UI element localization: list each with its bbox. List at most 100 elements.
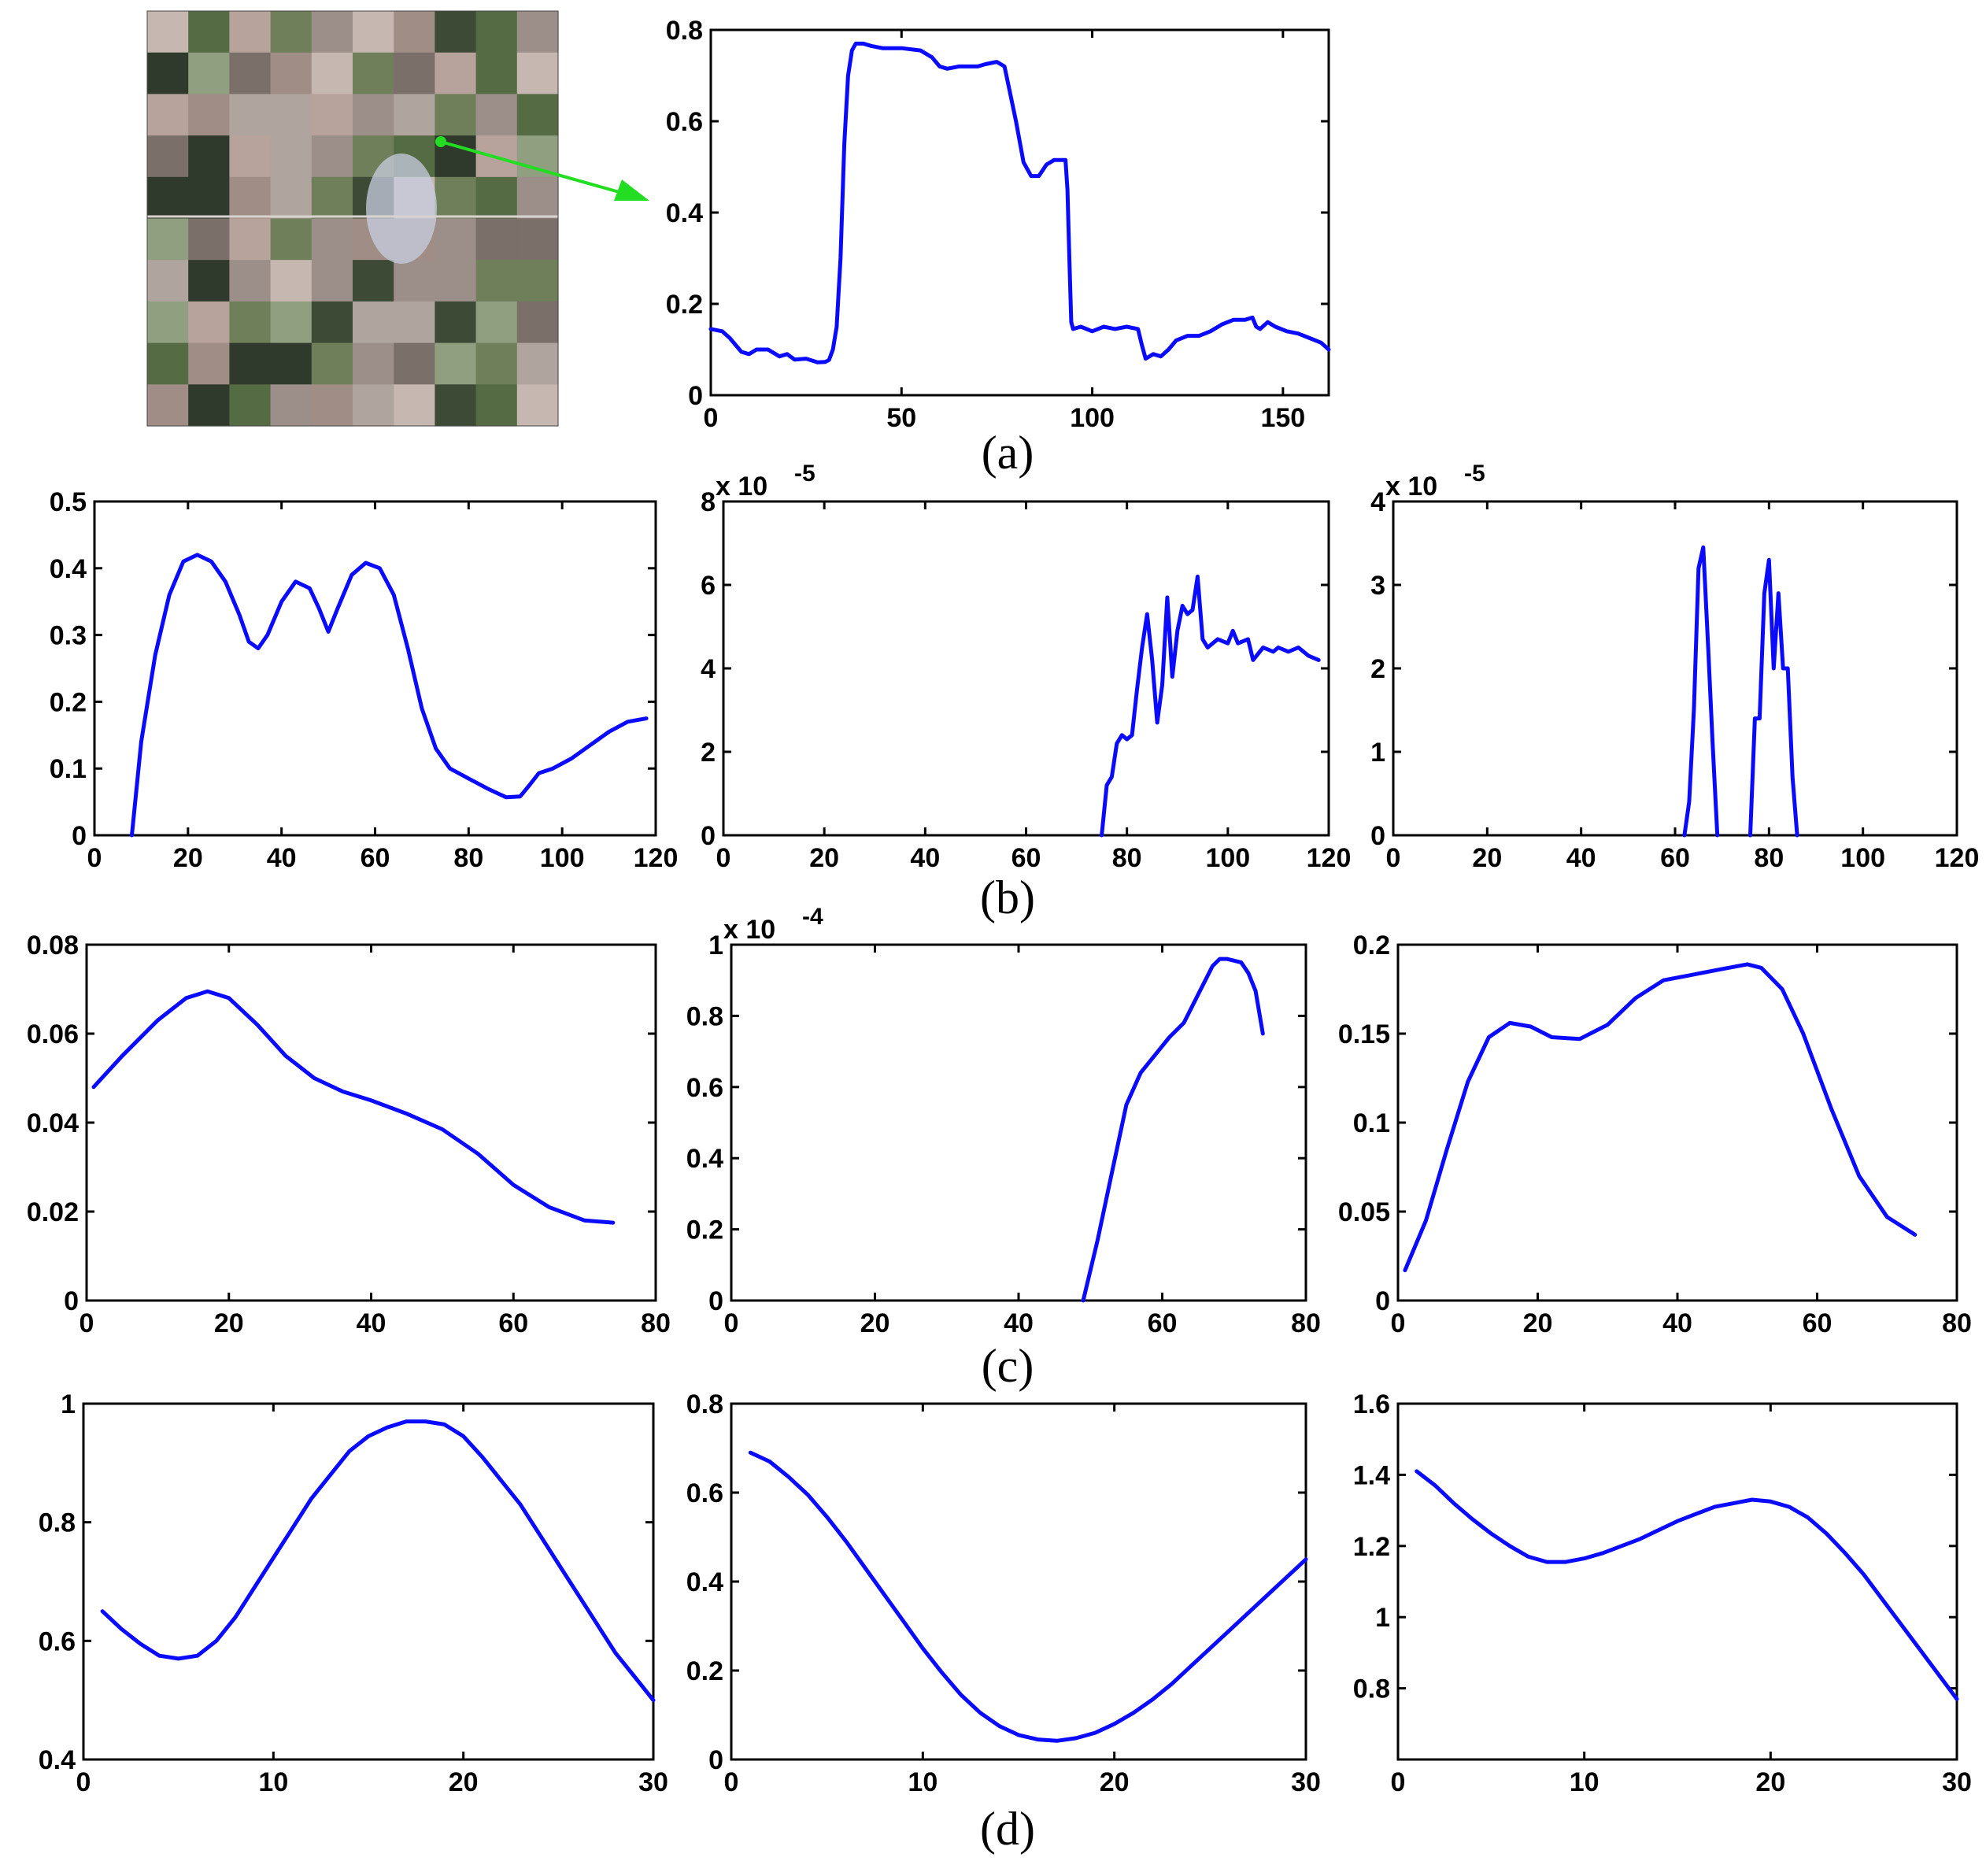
y-tick-label: 2 <box>701 738 716 768</box>
plot-frame <box>85 943 657 1302</box>
chart-c2: 0 20 40 60 80 0 0.2 0.4 0.6 0.8 1x 10 -4 <box>686 904 1321 1338</box>
x-tick-label: 40 <box>1004 1308 1034 1338</box>
axis-exponent-power: -4 <box>802 904 823 930</box>
chart-d3: 0 10 20 30 0.8 1 1.2 1.4 1.6 <box>1353 1389 1972 1797</box>
x-tick-label: 80 <box>1112 843 1142 873</box>
x-tick-label: 100 <box>1070 403 1115 433</box>
y-tick-label: 0.4 <box>50 554 87 584</box>
x-tick-label: 100 <box>1840 843 1885 873</box>
plot-frame <box>709 28 1330 397</box>
x-tick-label: 80 <box>453 843 483 873</box>
y-tick-label: 8 <box>701 487 716 517</box>
x-tick-label: 80 <box>1942 1308 1972 1338</box>
axis-exponent-power: -5 <box>794 461 815 487</box>
series-line <box>1415 1469 1959 1701</box>
plot-frame <box>93 500 657 837</box>
x-tick-label: 100 <box>1205 843 1250 873</box>
y-tick-label: 0 <box>708 1745 723 1775</box>
series-line <box>1682 545 1799 838</box>
caption-b: (b) <box>980 871 1035 923</box>
series-line <box>130 553 649 838</box>
chart-b3: 0 20 40 60 80 100 120 0 1 2 3 4x 10 -5 <box>1370 461 1979 873</box>
caption-a: (a) <box>982 427 1034 479</box>
x-tick-label: 30 <box>1942 1767 1972 1797</box>
x-tick-label: 120 <box>634 843 679 873</box>
y-tick-label: 0 <box>64 1286 79 1316</box>
series-line <box>1100 574 1321 838</box>
satellite-image <box>146 10 559 427</box>
y-tick-label: 0.8 <box>686 1001 723 1031</box>
x-tick-label: 40 <box>1662 1308 1692 1338</box>
x-tick-label: 20 <box>214 1308 244 1338</box>
chart-d1: 0 10 20 30 0.4 0.6 0.8 1 <box>39 1389 668 1797</box>
y-tick-label: 0.15 <box>1338 1019 1390 1049</box>
x-tick-label: 20 <box>1100 1767 1130 1797</box>
plot-frame <box>730 943 1307 1302</box>
x-tick-label: 20 <box>1472 843 1502 873</box>
y-tick-label: 0.3 <box>50 621 87 651</box>
y-tick-label: 1 <box>61 1389 76 1419</box>
y-tick-label: 1 <box>708 931 723 960</box>
series-line <box>1081 957 1265 1303</box>
y-tick-label: 0.2 <box>686 1656 723 1686</box>
y-tick-label: 1.4 <box>1353 1460 1390 1490</box>
x-tick-label: 60 <box>498 1308 528 1338</box>
y-tick-label: 0 <box>1375 1286 1390 1316</box>
x-tick-label: 30 <box>1291 1767 1321 1797</box>
chart-c3: 0 20 40 60 80 0 0.05 0.1 0.15 0.2 <box>1338 931 1972 1338</box>
y-tick-label: 0.08 <box>27 931 79 960</box>
chart-c1: 0 20 40 60 80 0 0.02 0.04 0.06 0.08 <box>27 931 671 1338</box>
x-tick-label: 40 <box>357 1308 386 1338</box>
x-tick-label: 40 <box>267 843 297 873</box>
x-tick-label: 0 <box>1391 1308 1406 1338</box>
y-tick-label: 0 <box>701 821 716 851</box>
x-tick-label: 40 <box>910 843 940 873</box>
x-tick-label: 80 <box>1754 843 1784 873</box>
y-tick-label: 0.6 <box>686 1478 723 1508</box>
y-tick-label: 0.6 <box>39 1626 76 1656</box>
x-tick-label: 60 <box>1660 843 1690 873</box>
x-tick-label: 20 <box>449 1767 479 1797</box>
y-tick-label: 0.4 <box>39 1745 76 1775</box>
x-tick-label: 80 <box>641 1308 671 1338</box>
chart-a: 0 50 100 150 0 0.2 0.4 0.6 0.8 <box>666 16 1331 433</box>
chart-b2: 0 20 40 60 80 100 120 0 2 4 6 8x 10 -5 <box>701 461 1351 873</box>
x-tick-label: 0 <box>704 403 719 433</box>
x-tick-label: 120 <box>1935 843 1980 873</box>
plot-frame <box>1396 1402 1958 1761</box>
x-tick-label: 20 <box>860 1308 890 1338</box>
x-tick-label: 120 <box>1307 843 1352 873</box>
x-tick-label: 20 <box>173 843 203 873</box>
y-tick-label: 3 <box>1370 571 1385 601</box>
y-tick-label: 0.8 <box>39 1508 76 1538</box>
series-line <box>708 41 1331 364</box>
y-tick-label: 0.1 <box>1353 1108 1390 1138</box>
caption-d: (d) <box>980 1803 1035 1855</box>
y-tick-label: 0.05 <box>1338 1197 1390 1227</box>
x-tick-label: 20 <box>1755 1767 1785 1797</box>
y-tick-label: 0.8 <box>1353 1674 1390 1704</box>
y-tick-label: 0 <box>72 821 87 851</box>
plot-frame <box>730 1402 1307 1761</box>
series-line <box>100 1419 656 1703</box>
y-tick-label: 0.4 <box>686 1567 723 1597</box>
axis-exponent-label: x 10 <box>716 472 767 501</box>
plot-frame <box>1392 500 1958 837</box>
x-tick-label: 0 <box>1391 1767 1406 1797</box>
axis-exponent-power: -5 <box>1464 461 1485 487</box>
plot-frame <box>722 500 1330 837</box>
y-tick-label: 0.02 <box>27 1197 79 1227</box>
y-tick-label: 0.2 <box>686 1216 723 1245</box>
x-tick-label: 0 <box>716 843 731 873</box>
x-tick-label: 30 <box>638 1767 668 1797</box>
y-tick-label: 0.2 <box>666 290 703 320</box>
y-tick-label: 4 <box>701 654 716 684</box>
x-tick-label: 60 <box>1148 1308 1178 1338</box>
plot-frame <box>1396 943 1958 1302</box>
y-tick-label: 4 <box>1370 487 1385 517</box>
x-tick-label: 40 <box>1566 843 1596 873</box>
y-tick-label: 0.6 <box>686 1073 723 1103</box>
y-tick-label: 0.8 <box>666 16 703 46</box>
x-tick-label: 0 <box>724 1308 739 1338</box>
